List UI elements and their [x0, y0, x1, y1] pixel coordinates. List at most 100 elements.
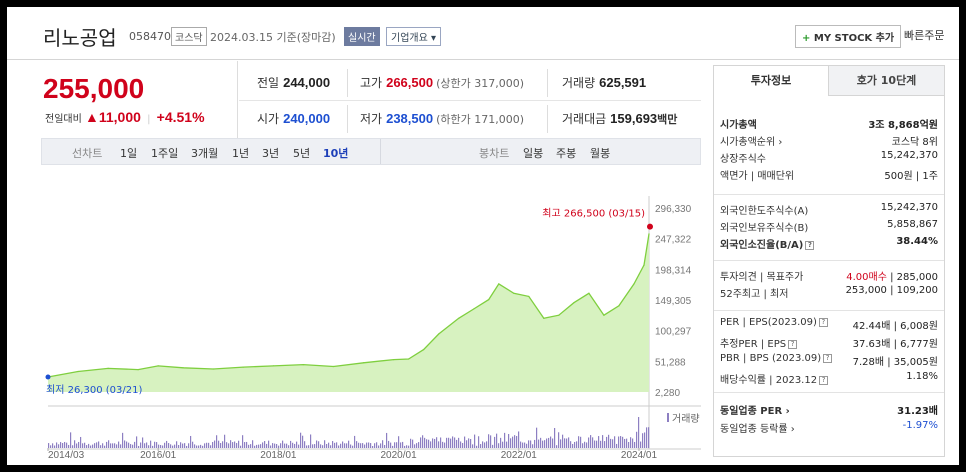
volume-bar — [642, 433, 644, 448]
period-3m[interactable]: 3개월 — [191, 147, 219, 160]
price-area — [48, 233, 649, 392]
volume-bar — [64, 441, 66, 448]
volume-bar — [644, 432, 646, 448]
period-3y[interactable]: 3년 — [262, 147, 280, 160]
volume-bar — [450, 438, 452, 448]
help-icon[interactable]: ? — [823, 353, 833, 363]
volume-bar — [478, 436, 480, 448]
price-chart-svg: 296,330 247,322 198,314 149,305 100,297 51,28… — [45, 196, 701, 458]
help-icon[interactable]: ? — [819, 375, 829, 385]
info-row[interactable]: 시가총액순위 › 코스닥 8위 — [720, 133, 938, 149]
price-point — [618, 305, 620, 307]
info-row-label: 시가총액 — [720, 120, 757, 131]
volume-bar — [440, 437, 442, 448]
volume-bar — [342, 441, 344, 448]
volume-bar — [196, 445, 198, 448]
candle-weekly[interactable]: 주봉 — [556, 147, 577, 160]
volume-bar — [554, 428, 556, 448]
volume-bar — [414, 444, 416, 448]
info-row: PBR | BPS (2023.09)? 7.28배 | 35,005원 — [720, 353, 938, 369]
volume-bar — [456, 439, 458, 448]
price-point — [573, 302, 575, 304]
volume-bar — [470, 439, 472, 448]
volume-bar — [232, 442, 234, 448]
realtime-button[interactable]: 실시간 — [344, 27, 380, 46]
company-overview-dropdown[interactable]: 기업개요 ▾ — [386, 27, 442, 46]
price-point — [182, 367, 184, 369]
chevron-down-icon: ▾ — [431, 33, 437, 44]
volume-bar — [170, 444, 172, 448]
price-point — [392, 359, 395, 361]
volume-bar — [316, 440, 318, 448]
volume-bar — [630, 437, 632, 448]
volume-bar — [230, 440, 232, 448]
volume-bar — [278, 445, 280, 448]
tab-order-book[interactable]: 호가 10단계 — [829, 66, 944, 96]
volume-bar — [78, 441, 80, 448]
volume-bar — [406, 445, 408, 448]
stat-low: 저가 238,500 (하한가 171,000) — [360, 110, 524, 127]
line-chart-label[interactable]: 선차트 — [72, 147, 103, 160]
volume-bar — [218, 440, 220, 448]
volume-bar — [438, 441, 440, 448]
amount-unit: 백만 — [657, 113, 678, 126]
volume-bar — [540, 437, 542, 448]
stat-open: 시가 240,000 — [257, 110, 330, 127]
period-5y[interactable]: 5년 — [293, 147, 311, 160]
volume-bar — [318, 441, 320, 448]
volume-bar — [510, 438, 512, 448]
lower-limit: (하한가 171,000) — [436, 113, 525, 126]
price-point — [272, 365, 274, 367]
candle-monthly[interactable]: 월봉 — [590, 147, 611, 160]
volume-bar — [362, 443, 364, 448]
help-icon[interactable]: ? — [805, 240, 815, 250]
tab-investment-info[interactable]: 투자정보 — [714, 66, 829, 96]
volume-bar — [112, 443, 114, 448]
volume-bar — [128, 442, 130, 448]
my-stock-add-button[interactable]: + MY STOCK 추가 — [795, 25, 902, 48]
volume-bar — [376, 442, 378, 448]
period-1w[interactable]: 1주일 — [151, 147, 179, 160]
up-arrow-icon: ▲ — [85, 109, 99, 125]
info-row-value: 37.63배 | 6,777원 — [852, 339, 938, 350]
help-icon[interactable]: ? — [788, 339, 798, 349]
price-chart[interactable]: 296,330 247,322 198,314 149,305 100,297 51,28… — [41, 166, 701, 458]
x-tick-label: 2022/01 — [501, 450, 538, 458]
price-block: 255,000 전일대비 ▲11,000 | +4.51% — [43, 67, 233, 132]
help-icon[interactable]: ? — [818, 317, 828, 327]
volume-bar — [432, 438, 434, 448]
stock-name[interactable]: 리노공업 — [43, 26, 117, 50]
price-point — [107, 367, 109, 369]
volume-bar — [198, 445, 200, 448]
volume-bar — [596, 440, 598, 448]
price-point — [423, 349, 425, 351]
info-row[interactable]: 동일업종 등락률 › -1.97% — [720, 420, 938, 436]
volume-bar — [268, 440, 270, 448]
stat-volume: 거래량 625,591 — [562, 74, 646, 91]
period-10y[interactable]: 10년 — [323, 147, 349, 160]
info-row-label: PER | EPS(2023.09)? — [720, 317, 828, 328]
candle-chart-label[interactable]: 봉차트 — [479, 147, 510, 160]
volume-bar — [594, 440, 596, 448]
quick-order-button[interactable]: 빠른주문 — [904, 29, 945, 42]
info-row[interactable]: 동일업종 PER › 31.23배 — [720, 402, 938, 418]
period-1d[interactable]: 1일 — [120, 147, 138, 160]
volume-bar — [286, 443, 288, 448]
volume-bar — [484, 442, 486, 448]
price-point — [543, 317, 545, 319]
info-row-label: 배당수익률 | 2023.12? — [720, 371, 829, 386]
volume-bar — [174, 444, 176, 448]
price-point — [77, 370, 79, 373]
candle-daily[interactable]: 일봉 — [523, 147, 544, 160]
volume-bar — [298, 444, 300, 448]
volume-bar — [632, 438, 634, 448]
volume-bar — [288, 445, 290, 448]
period-1y[interactable]: 1년 — [232, 147, 250, 160]
volume-bar — [552, 438, 554, 448]
y-tick-label: 296,330 — [655, 204, 692, 215]
volume-bar — [226, 442, 228, 448]
volume-bar — [360, 443, 362, 448]
volume-bar — [336, 442, 338, 448]
stat-label: 전일 — [257, 76, 280, 90]
divider: | — [147, 114, 151, 125]
